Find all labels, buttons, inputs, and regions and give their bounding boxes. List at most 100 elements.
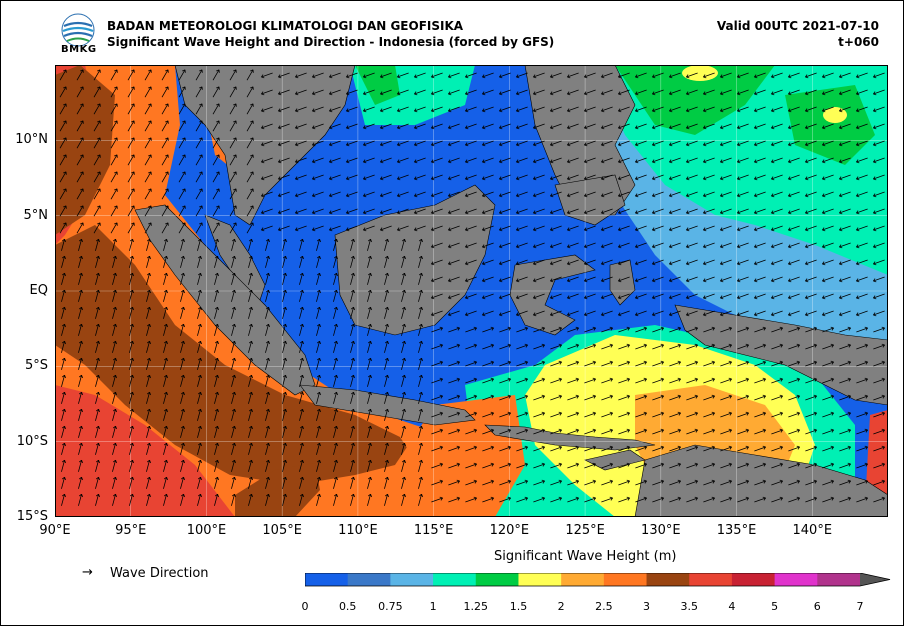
wave-arrow <box>516 208 528 214</box>
wave-arrow-head <box>367 459 371 463</box>
wave-arrow <box>127 120 135 132</box>
wave-arrow-head <box>491 344 494 348</box>
wave-arrow <box>333 273 337 285</box>
wave-arrow-head <box>882 395 885 399</box>
wave-arrow <box>499 72 511 78</box>
wave-zone-green-pacific <box>615 65 775 135</box>
wave-arrow <box>788 378 800 384</box>
wave-arrow-head <box>542 412 545 416</box>
wave-arrow <box>78 375 82 387</box>
wave-arrow <box>350 426 354 438</box>
wave-arrow-head <box>217 358 220 362</box>
wave-arrow-head <box>78 408 82 412</box>
wave-arrow-head <box>401 493 405 497</box>
wave-arrow <box>499 276 511 282</box>
wave-arrow <box>178 205 186 217</box>
wave-arrow-head <box>507 445 511 448</box>
wave-arrow <box>822 463 834 469</box>
wave-arrow-head <box>473 428 477 431</box>
wave-arrow <box>686 259 698 265</box>
wave-arrow <box>163 307 167 319</box>
wave-arrow-head <box>261 176 264 180</box>
wave-arrow-head <box>678 429 681 433</box>
wave-arrow-head <box>626 462 630 465</box>
wave-arrow-head <box>593 412 596 416</box>
wave-arrow <box>618 123 630 129</box>
wave-arrow <box>129 443 133 455</box>
wave-arrow-head <box>146 272 150 276</box>
wave-arrow <box>788 242 800 248</box>
wave-arrow-head <box>456 326 460 329</box>
wave-arrow-head <box>576 344 579 348</box>
wave-arrow-head <box>686 314 690 317</box>
wave-arrow-head <box>329 193 332 197</box>
wave-arrow-head <box>448 93 452 96</box>
wave-arrow <box>350 477 354 489</box>
wave-arrow <box>448 174 460 180</box>
wave-arrow <box>669 225 681 231</box>
wave-arrow <box>652 412 664 418</box>
wave-arrow <box>822 446 834 452</box>
wave-arrow-head <box>499 159 502 163</box>
wave-arrow-head <box>677 343 681 346</box>
wave-arrow <box>146 358 150 370</box>
wave-arrow-head <box>737 74 740 78</box>
wave-arrow <box>737 293 749 299</box>
wave-arrow-head <box>431 314 435 317</box>
wave-arrow <box>686 225 698 231</box>
wave-arrow <box>129 460 133 472</box>
wave-arrow <box>448 327 460 333</box>
wave-arrow-head <box>418 289 422 293</box>
wave-arrow <box>754 463 766 469</box>
wave-arrow <box>533 276 545 282</box>
wave-arrow-head <box>618 227 621 231</box>
wave-arrow-head <box>268 273 271 277</box>
wave-arrow-head <box>601 127 605 130</box>
wave-arrow-head <box>418 442 422 446</box>
wave-arrow <box>584 225 596 231</box>
wave-arrow <box>248 307 252 319</box>
wave-arrow <box>516 225 528 231</box>
wave-arrow-head <box>677 462 681 465</box>
wave-arrow <box>686 378 698 384</box>
wave-arrow-head <box>839 74 842 78</box>
wave-arrow-head <box>618 193 621 197</box>
wave-arrow-head <box>805 297 809 300</box>
wave-arrow-head <box>618 314 622 317</box>
wave-arrow-head <box>796 479 800 482</box>
wave-arrow-head <box>268 290 271 294</box>
wave-arrow-head <box>618 210 621 214</box>
wave-arrow-head <box>80 120 84 123</box>
wave-arrow <box>635 361 647 367</box>
wave-arrow-head <box>78 238 82 242</box>
wave-arrow-head <box>421 358 424 362</box>
wave-arrow <box>567 327 579 333</box>
wave-arrow-head <box>78 493 82 497</box>
wave-arrow-head <box>737 195 741 198</box>
wave-arrow-head <box>669 195 673 198</box>
wave-arrow <box>95 426 99 438</box>
wave-arrow <box>669 378 681 384</box>
wave-arrow-head <box>864 377 868 380</box>
wave-arrow-head <box>350 238 354 242</box>
wave-arrow-head <box>350 272 354 276</box>
wave-arrow-head <box>788 110 792 113</box>
wave-arrow-head <box>448 212 452 215</box>
wave-arrow <box>261 191 273 197</box>
wave-arrow-head <box>182 137 186 140</box>
wave-arrow <box>448 276 460 282</box>
wave-arrow-head <box>567 108 570 112</box>
wave-arrow <box>312 89 324 95</box>
wave-arrow-head <box>465 161 469 164</box>
wave-arrow-head <box>431 210 434 214</box>
wave-arrow <box>635 480 647 486</box>
wave-arrow <box>214 358 218 370</box>
wave-arrow-head <box>457 378 460 382</box>
wave-arrow-head <box>720 176 723 180</box>
wave-arrow-head <box>728 496 732 499</box>
wave-arrow <box>95 375 99 387</box>
wave-arrow-head <box>745 462 749 465</box>
wave-arrow-head <box>805 229 809 232</box>
wave-arrow-head <box>652 125 655 129</box>
wave-arrow <box>737 123 749 129</box>
